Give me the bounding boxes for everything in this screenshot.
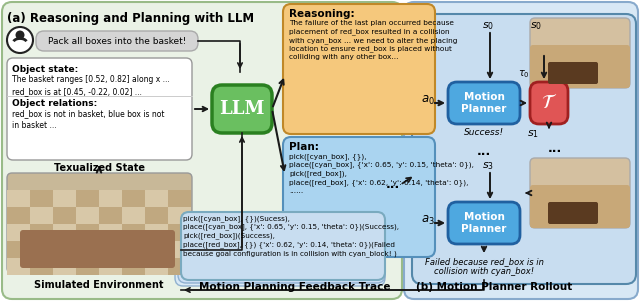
Text: $a_0$: $a_0$ [421, 93, 435, 107]
Text: Reasoning:: Reasoning: [289, 9, 355, 19]
FancyBboxPatch shape [7, 173, 192, 273]
FancyBboxPatch shape [2, 2, 402, 299]
FancyBboxPatch shape [30, 258, 53, 275]
FancyBboxPatch shape [175, 218, 385, 286]
Text: Failed because red_box is in
collision with cyan_box!: Failed because red_box is in collision w… [424, 257, 543, 276]
FancyBboxPatch shape [404, 2, 638, 299]
FancyBboxPatch shape [53, 258, 76, 275]
FancyBboxPatch shape [53, 207, 76, 224]
FancyBboxPatch shape [448, 202, 520, 244]
FancyBboxPatch shape [168, 258, 191, 275]
FancyBboxPatch shape [36, 31, 198, 51]
FancyBboxPatch shape [7, 58, 192, 160]
FancyBboxPatch shape [76, 207, 99, 224]
FancyBboxPatch shape [76, 241, 99, 258]
FancyBboxPatch shape [122, 190, 145, 207]
Text: ...: ... [548, 142, 562, 155]
Text: pick([cyan_box], {}),
place([cyan_box], {'x': 0.65, 'y': 0.15, 'theta': 0}),
pic: pick([cyan_box], {}), place([cyan_box], … [289, 153, 474, 194]
Text: ...: ... [386, 178, 400, 191]
Text: $a_3$: $a_3$ [421, 213, 435, 227]
FancyBboxPatch shape [7, 190, 30, 207]
Text: The failure of the last plan occurred because
placement of red_box resulted in a: The failure of the last plan occurred be… [289, 20, 458, 60]
FancyBboxPatch shape [99, 241, 122, 258]
Text: LLM: LLM [220, 100, 265, 118]
Text: Object state:: Object state: [12, 65, 78, 74]
Text: (a) Reasoning and Planning with LLM: (a) Reasoning and Planning with LLM [7, 12, 254, 25]
Text: Simulated Environment: Simulated Environment [35, 280, 164, 290]
Text: Motion
Planner: Motion Planner [461, 92, 507, 114]
FancyBboxPatch shape [99, 190, 122, 207]
FancyBboxPatch shape [30, 207, 53, 224]
FancyBboxPatch shape [168, 241, 191, 258]
Text: Success!: Success! [464, 128, 504, 137]
FancyBboxPatch shape [99, 258, 122, 275]
FancyBboxPatch shape [548, 202, 598, 224]
FancyBboxPatch shape [145, 258, 168, 275]
FancyBboxPatch shape [7, 258, 30, 275]
FancyBboxPatch shape [168, 207, 191, 224]
FancyBboxPatch shape [145, 190, 168, 207]
FancyBboxPatch shape [7, 207, 30, 224]
FancyBboxPatch shape [145, 241, 168, 258]
FancyBboxPatch shape [7, 224, 30, 241]
FancyBboxPatch shape [122, 258, 145, 275]
FancyBboxPatch shape [412, 14, 636, 284]
FancyBboxPatch shape [145, 224, 168, 241]
FancyBboxPatch shape [181, 212, 385, 280]
FancyBboxPatch shape [99, 224, 122, 241]
FancyBboxPatch shape [448, 82, 520, 124]
FancyBboxPatch shape [53, 224, 76, 241]
Text: $\mathcal{T}$: $\mathcal{T}$ [541, 94, 557, 113]
Text: $\tau_0$: $\tau_0$ [518, 68, 530, 80]
FancyBboxPatch shape [76, 258, 99, 275]
FancyBboxPatch shape [53, 241, 76, 258]
FancyBboxPatch shape [168, 190, 191, 207]
FancyBboxPatch shape [530, 185, 630, 228]
FancyBboxPatch shape [30, 190, 53, 207]
FancyBboxPatch shape [212, 85, 272, 133]
Text: Motion Planning Feedback Trace: Motion Planning Feedback Trace [199, 282, 391, 292]
FancyBboxPatch shape [30, 224, 53, 241]
FancyBboxPatch shape [30, 241, 53, 258]
Text: (b) Motion Planner Rollout: (b) Motion Planner Rollout [416, 282, 572, 292]
FancyBboxPatch shape [122, 207, 145, 224]
Text: $s_0$: $s_0$ [482, 20, 494, 32]
Text: Motion
Planner: Motion Planner [461, 212, 507, 234]
FancyBboxPatch shape [122, 241, 145, 258]
FancyBboxPatch shape [530, 82, 568, 124]
FancyBboxPatch shape [122, 224, 145, 241]
FancyBboxPatch shape [53, 190, 76, 207]
Text: $s_0$: $s_0$ [530, 20, 542, 32]
Text: The basket ranges [0.52, 0.82] along x ...
red_box is at [0.45, -0.22, 0.02] ...: The basket ranges [0.52, 0.82] along x .… [12, 75, 170, 97]
Text: pick([cyan_box], {})(Sucess),
place([cyan_box], {'x': 0.65, 'y': 0.15, 'theta': : pick([cyan_box], {})(Sucess), place([cya… [183, 215, 399, 257]
Text: ...: ... [477, 145, 491, 158]
FancyBboxPatch shape [530, 18, 630, 88]
Text: $s_1$: $s_1$ [527, 128, 539, 140]
Text: Texualized State: Texualized State [54, 163, 145, 173]
Circle shape [15, 30, 24, 39]
FancyBboxPatch shape [145, 207, 168, 224]
FancyBboxPatch shape [20, 230, 175, 268]
FancyBboxPatch shape [548, 62, 598, 84]
FancyBboxPatch shape [76, 224, 99, 241]
FancyBboxPatch shape [283, 137, 435, 257]
FancyBboxPatch shape [168, 224, 191, 241]
Text: $s_3$: $s_3$ [482, 160, 494, 172]
Circle shape [7, 27, 33, 53]
FancyBboxPatch shape [283, 4, 435, 134]
FancyBboxPatch shape [99, 207, 122, 224]
FancyBboxPatch shape [76, 190, 99, 207]
Text: Plan:: Plan: [289, 142, 319, 152]
FancyBboxPatch shape [7, 241, 30, 258]
FancyBboxPatch shape [530, 45, 630, 88]
FancyBboxPatch shape [530, 158, 630, 228]
FancyBboxPatch shape [178, 215, 385, 283]
Text: red_box is not in basket, blue box is not
in basket ...: red_box is not in basket, blue box is no… [12, 109, 164, 131]
Text: Pack all boxes into the basket!: Pack all boxes into the basket! [48, 36, 186, 45]
Text: Object relations:: Object relations: [12, 99, 97, 108]
